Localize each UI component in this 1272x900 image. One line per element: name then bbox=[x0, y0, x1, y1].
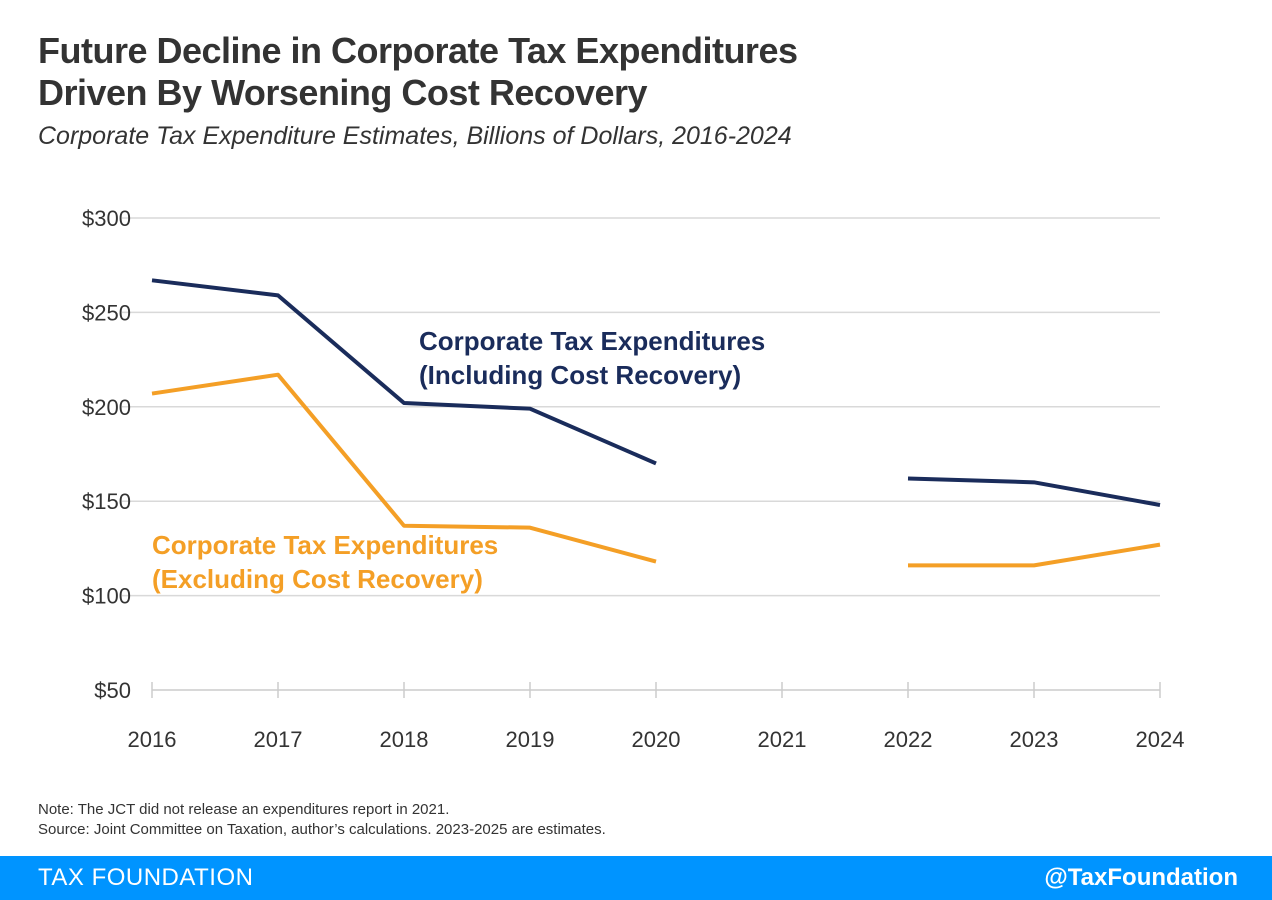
series-label-excluding-line2: (Excluding Cost Recovery) bbox=[152, 564, 483, 594]
y-tick-label: $250 bbox=[82, 300, 131, 325]
x-tick-label: 2024 bbox=[1136, 727, 1185, 752]
x-tick-label: 2022 bbox=[884, 727, 933, 752]
x-tick-label: 2021 bbox=[758, 727, 807, 752]
footer-handle[interactable]: @TaxFoundation bbox=[1044, 864, 1238, 891]
series-line-including bbox=[151, 278, 657, 466]
series-label-excluding-line1: Corporate Tax Expenditures bbox=[152, 530, 498, 560]
x-tick-label: 2017 bbox=[254, 727, 303, 752]
y-tick-label: $100 bbox=[82, 584, 131, 609]
grid-layer bbox=[122, 217, 1160, 597]
series-line-including bbox=[907, 476, 1161, 507]
y-tick-label: $150 bbox=[82, 489, 131, 514]
y-tick-label: $200 bbox=[82, 395, 131, 420]
y-tick-label: $50 bbox=[94, 678, 131, 703]
axis-layer: $50 $100 $150 $200 $250 $300 2016 2017 2018 2019 2… bbox=[82, 206, 1184, 752]
series-label-including-line2: (Including Cost Recovery) bbox=[419, 360, 741, 390]
chart-title: Future Decline in Corporate Tax Expendit… bbox=[38, 30, 1218, 114]
note-text: Note: The JCT did not release an expendi… bbox=[38, 801, 450, 818]
y-tick-label: $300 bbox=[82, 206, 131, 231]
series-line-excluding bbox=[151, 372, 657, 564]
chart-title-line1: Future Decline in Corporate Tax Expendit… bbox=[38, 30, 798, 71]
label-layer: Corporate Tax Expenditures (Including Co… bbox=[152, 326, 765, 594]
x-tick-label: 2020 bbox=[632, 727, 681, 752]
x-tick-label: 2018 bbox=[380, 727, 429, 752]
chart-title-line2: Driven By Worsening Cost Recovery bbox=[38, 72, 648, 113]
series-layer bbox=[151, 278, 1161, 568]
notes: Note: The JCT did not release an expendi… bbox=[38, 800, 606, 840]
series-label-including-line1: Corporate Tax Expenditures bbox=[419, 326, 765, 356]
chart-subtitle: Corporate Tax Expenditure Estimates, Bil… bbox=[38, 122, 792, 150]
x-tick-label: 2023 bbox=[1010, 727, 1059, 752]
x-tick-label: 2019 bbox=[506, 727, 555, 752]
footer-brand: TAX FOUNDATION bbox=[38, 864, 254, 891]
x-tick-label: 2016 bbox=[128, 727, 177, 752]
line-chart: $50 $100 $150 $200 $250 $300 2016 2017 2018 2019 2… bbox=[82, 206, 1184, 752]
footer-bar: TAX FOUNDATION @TaxFoundation bbox=[0, 856, 1272, 900]
series-line-excluding bbox=[908, 542, 1161, 568]
source-text: Source: Joint Committee on Taxation, aut… bbox=[38, 821, 606, 838]
